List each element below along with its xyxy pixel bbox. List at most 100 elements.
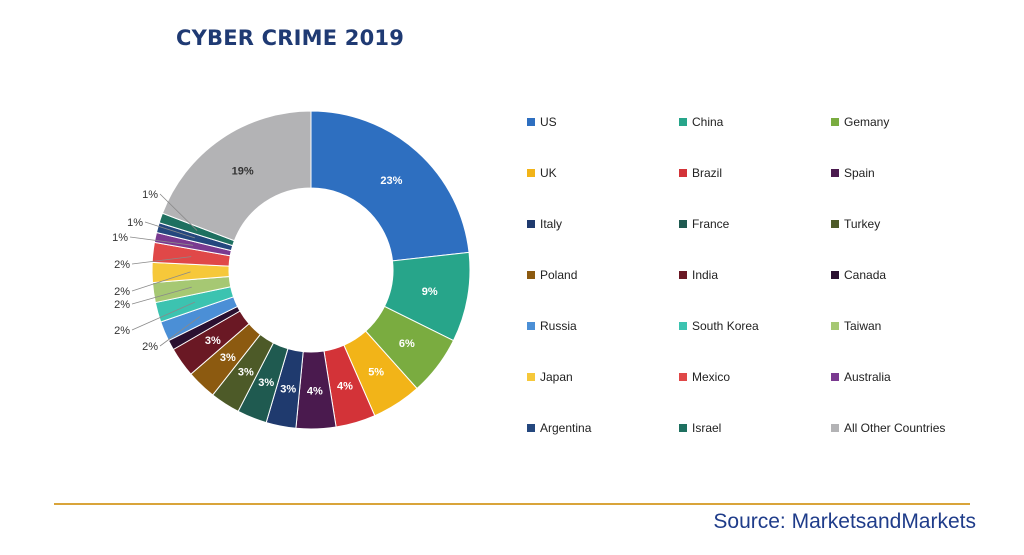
legend-item-brazil: Brazil [679,164,722,182]
data-label-gemany: 6% [399,338,415,350]
data-label-china: 9% [422,286,438,298]
legend-swatch [679,322,687,330]
legend-item-australia: Australia [831,368,891,386]
data-label-south-korea: 2% [114,325,130,337]
legend-item-mexico: Mexico [679,368,730,386]
legend-item-italy: Italy [527,215,562,233]
data-label-all-other-countries: 19% [232,166,254,178]
slices-layer [151,110,471,430]
legend-label: France [692,217,730,231]
legend-label: Taiwan [844,319,882,333]
leader-line-russia [159,316,201,347]
legend-label: US [540,115,557,129]
data-label-us: 23% [380,175,402,187]
data-label-france: 3% [258,377,274,389]
leader-line-south-korea [131,301,196,331]
legend-swatch [679,373,687,381]
legend-item-south-korea: South Korea [679,317,759,335]
legend-label: Japan [540,370,573,384]
legend-item-france: France [679,215,729,233]
leader-line-israel [159,193,198,231]
legend-item-israel: Israel [679,419,721,437]
slice-us [310,110,470,262]
legend-swatch [831,322,839,330]
data-label-israel: 1% [142,189,158,201]
legend-item-india: India [679,266,718,284]
legend-label: Italy [540,217,563,231]
legend-swatch [527,373,535,381]
legend-swatch [527,271,535,279]
leader-line-australia [129,236,194,246]
data-label-taiwan: 2% [114,299,130,311]
legend-swatch [831,424,839,432]
legend-item-canada: Canada [831,266,886,284]
legend-swatch [527,322,535,330]
legend-item-china: China [679,113,723,131]
legend-swatch [679,169,687,177]
data-label-spain: 4% [307,385,323,397]
legend-swatch [679,424,687,432]
leader-line-japan [131,271,191,292]
legend-item-russia: Russia [527,317,577,335]
legend-label: Canada [844,268,887,282]
legend-item-taiwan: Taiwan [831,317,881,335]
data-label-poland: 3% [220,352,236,364]
legend-swatch [679,118,687,126]
legend-label: India [692,268,719,282]
legend-label: UK [540,166,557,180]
legend-label: Brazil [692,166,723,180]
source-note: Source: MarketsandMarkets [713,510,976,533]
legend-label: Mexico [692,370,731,384]
data-label-uk: 5% [368,366,384,378]
legend-swatch [679,220,687,228]
legend-swatch [831,271,839,279]
legend-item-spain: Spain [831,164,875,182]
footer-divider [54,503,970,505]
data-label-italy: 3% [280,383,296,395]
legend-swatch [831,373,839,381]
data-label-russia: 2% [142,341,158,353]
data-label-japan: 2% [114,286,130,298]
legend-item-japan: Japan [527,368,573,386]
leader-line-argentina [144,221,195,239]
legend-label: China [692,115,724,129]
legend-swatch [527,220,535,228]
data-label-brazil: 4% [337,381,353,393]
legend-label: Turkey [844,217,881,231]
legend-label: South Korea [692,319,759,333]
legend-item-all-other-countries: All Other Countries [831,419,945,437]
donut-chart: 23%9%6%5%4%4%3%3%3%3%3%19%1%1%1%2%2%2%2%… [112,110,471,430]
legend-label: Israel [692,421,722,435]
data-label-mexico: 2% [114,259,130,271]
data-label-australia: 1% [112,232,128,244]
legend-label: Gemany [844,115,890,129]
leader-line-taiwan [131,286,192,305]
legend-item-us: US [527,113,557,131]
data-labels-layer: 23%9%6%5%4%4%3%3%3%3%3%19%1%1%1%2%2%2%2%… [112,166,438,398]
data-label-argentina: 1% [127,217,143,229]
legend-item-uk: UK [527,164,557,182]
data-label-india: 3% [205,335,221,347]
legend-label: Poland [540,268,578,282]
legend-item-turkey: Turkey [831,215,880,233]
leader-line-mexico [131,256,192,265]
legend-swatch [527,118,535,126]
legend-swatch [527,169,535,177]
chart-title: CYBER CRIME 2019 [176,26,405,50]
legend-item-argentina: Argentina [527,419,591,437]
legend-label: Russia [540,319,577,333]
legend-label: Australia [844,370,891,384]
legend-label: Argentina [540,421,592,435]
slice-all-other-countries [161,110,312,242]
legend-swatch [831,169,839,177]
legend-swatch [831,118,839,126]
legend-label: Spain [844,166,875,180]
legend-label: All Other Countries [844,421,946,435]
legend-swatch [679,271,687,279]
leader-lines-layer [129,193,201,347]
legend-swatch [831,220,839,228]
data-label-turkey: 3% [238,366,254,378]
legend-item-poland: Poland [527,266,577,284]
chart-legend: US China Gemany UK Brazil Spain Italy France Tur… [527,113,987,443]
legend-item-gemany: Gemany [831,113,889,131]
